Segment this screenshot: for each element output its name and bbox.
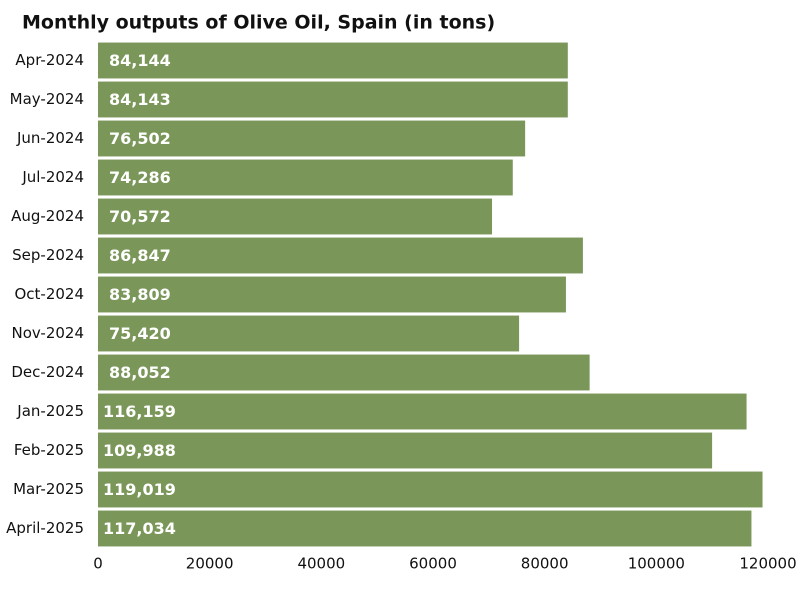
value-label: 86,847 <box>109 246 171 265</box>
value-label: 119,019 <box>103 480 176 499</box>
value-label: 109,988 <box>103 441 176 460</box>
y-tick-label: Jun-2024 <box>16 129 84 147</box>
y-tick-label: Apr-2024 <box>15 51 84 69</box>
x-tick-label: 100000 <box>628 555 685 573</box>
x-tick-label: 40000 <box>297 555 345 573</box>
value-label: 116,159 <box>103 402 176 421</box>
x-tick-label: 120000 <box>739 555 796 573</box>
bar <box>98 432 713 469</box>
x-tick-label: 0 <box>93 555 103 573</box>
bar <box>98 120 526 157</box>
bar <box>98 198 493 235</box>
y-tick-label: Jan-2025 <box>16 402 84 420</box>
y-tick-label: Feb-2025 <box>14 441 84 459</box>
value-label: 84,144 <box>109 51 171 70</box>
y-tick-label: May-2024 <box>10 90 84 108</box>
value-label: 84,143 <box>109 90 171 109</box>
y-tick-label: Aug-2024 <box>11 207 84 225</box>
y-tick-label: April-2025 <box>6 519 84 537</box>
bar <box>98 276 566 313</box>
value-label: 70,572 <box>109 207 171 226</box>
value-label: 74,286 <box>109 168 171 187</box>
x-tick-label: 80000 <box>521 555 569 573</box>
bar <box>98 471 763 508</box>
value-label: 117,034 <box>103 519 176 538</box>
chart-title: Monthly outputs of Olive Oil, Spain (in … <box>22 12 495 34</box>
bar <box>98 393 747 430</box>
y-tick-label: Oct-2024 <box>14 285 84 303</box>
y-tick-label: Dec-2024 <box>11 363 84 381</box>
bar <box>98 237 583 274</box>
y-tick-label: Jul-2024 <box>21 168 84 186</box>
bar <box>98 354 590 391</box>
bar <box>98 81 568 118</box>
y-tick-label: Mar-2025 <box>13 480 84 498</box>
value-label: 76,502 <box>109 129 171 148</box>
bar <box>98 315 520 352</box>
bar <box>98 42 568 79</box>
y-tick-label: Nov-2024 <box>12 324 84 342</box>
bar <box>98 159 513 196</box>
value-label: 75,420 <box>109 324 171 343</box>
x-tick-label: 60000 <box>409 555 457 573</box>
bar <box>98 510 752 547</box>
value-label: 83,809 <box>109 285 171 304</box>
y-tick-label: Sep-2024 <box>12 246 84 264</box>
x-tick-label: 20000 <box>186 555 234 573</box>
value-label: 88,052 <box>109 363 171 382</box>
